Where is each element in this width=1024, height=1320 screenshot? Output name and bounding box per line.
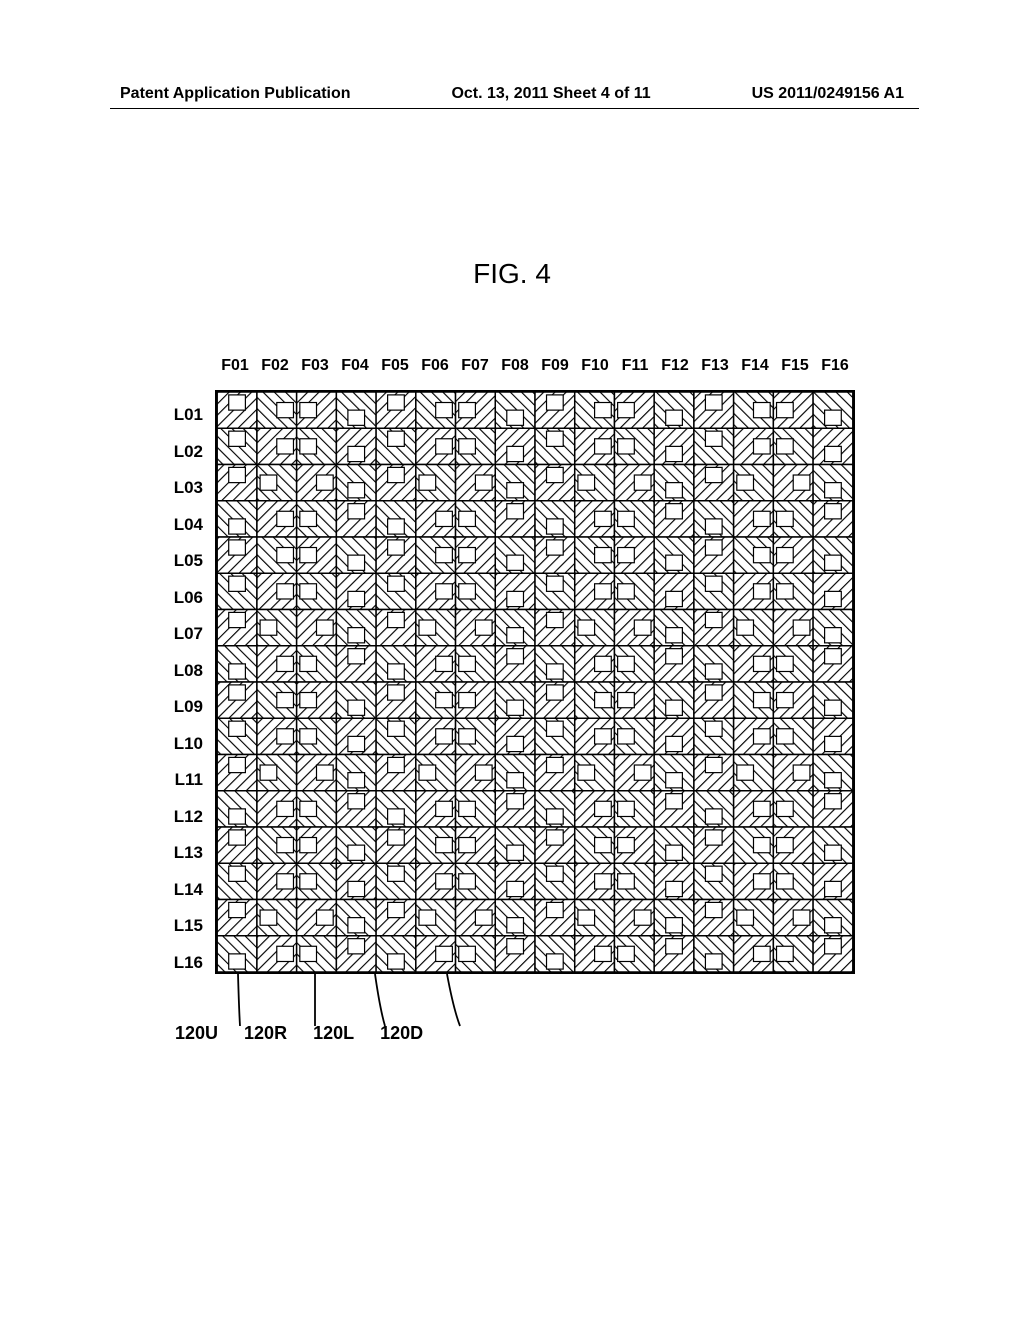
column-label: F08 <box>495 357 535 375</box>
reference-labels: 120U 120R 120L 120D <box>175 1023 449 1044</box>
row-label: L08 <box>165 653 203 690</box>
row-label: L03 <box>165 470 203 507</box>
grid-diagram <box>215 390 855 974</box>
grid-svg <box>217 392 853 972</box>
column-label: F12 <box>655 357 695 375</box>
header-divider <box>110 108 919 109</box>
row-label: L05 <box>165 543 203 580</box>
row-label: L06 <box>165 580 203 617</box>
row-label: L15 <box>165 908 203 945</box>
column-label: F07 <box>455 357 495 375</box>
column-label: F14 <box>735 357 775 375</box>
column-label: F04 <box>335 357 375 375</box>
row-label: L02 <box>165 434 203 471</box>
column-label: F15 <box>775 357 815 375</box>
row-label: L12 <box>165 799 203 836</box>
column-label: F05 <box>375 357 415 375</box>
row-label: L09 <box>165 689 203 726</box>
row-label: L10 <box>165 726 203 763</box>
column-label: F16 <box>815 357 855 375</box>
column-label: F13 <box>695 357 735 375</box>
row-label: L11 <box>165 762 203 799</box>
header-center: Oct. 13, 2011 Sheet 4 of 11 <box>451 85 650 103</box>
figure-title: FIG. 4 <box>0 258 1024 290</box>
reference-label: 120R <box>244 1023 287 1044</box>
header-right: US 2011/0249156 A1 <box>752 85 904 103</box>
column-label: F01 <box>215 357 255 375</box>
column-label: F09 <box>535 357 575 375</box>
header-left: Patent Application Publication <box>120 85 351 103</box>
page-header: Patent Application Publication Oct. 13, … <box>0 85 1024 103</box>
row-label: L14 <box>165 872 203 909</box>
column-label: F10 <box>575 357 615 375</box>
row-labels: L01L02L03L04L05L06L07L08L09L10L11L12L13L… <box>165 397 203 981</box>
reference-label: 120L <box>313 1023 354 1044</box>
reference-label: 120U <box>175 1023 218 1044</box>
column-label: F11 <box>615 357 655 375</box>
row-label: L13 <box>165 835 203 872</box>
reference-label: 120D <box>380 1023 423 1044</box>
column-label: F06 <box>415 357 455 375</box>
column-labels: F01F02F03F04F05F06F07F08F09F10F11F12F13F… <box>215 357 855 375</box>
row-label: L04 <box>165 507 203 544</box>
row-label: L07 <box>165 616 203 653</box>
column-label: F03 <box>295 357 335 375</box>
row-label: L16 <box>165 945 203 982</box>
row-label: L01 <box>165 397 203 434</box>
column-label: F02 <box>255 357 295 375</box>
